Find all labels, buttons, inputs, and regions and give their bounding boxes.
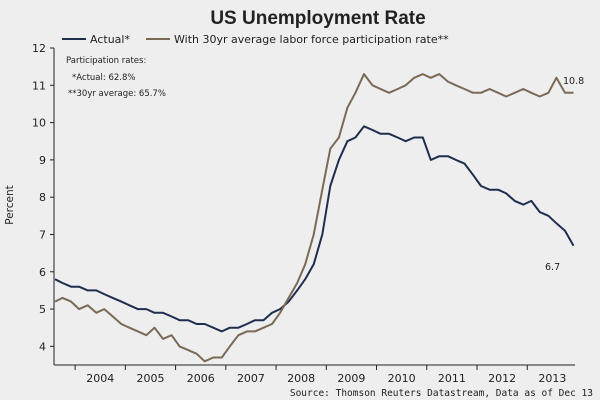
plot-axes: [50, 47, 575, 370]
y-tick-label: 9: [39, 154, 46, 167]
x-tick-label: 2005: [136, 372, 164, 385]
legend-label-actual: Actual*: [90, 33, 130, 46]
x-tick-label: 2013: [538, 372, 566, 385]
participation-note: Participation rates: *Actual: 62.8% **30…: [66, 56, 166, 99]
participation-avg: **30yr average: 65.7%: [68, 89, 166, 99]
end-label-actual: 6.7: [545, 262, 560, 273]
y-tick-label: 7: [39, 228, 46, 241]
tick-labels: 4 5 6 7 8 9 10 11 12 2004 2005 2006 2007 2008 2009 2010…: [32, 42, 566, 385]
participation-actual: *Actual: 62.8%: [72, 73, 135, 83]
y-tick-label: 8: [39, 191, 46, 204]
x-tick-label: 2004: [86, 372, 114, 385]
source-note: Source: Thomson Reuters Datastream, Data…: [290, 388, 593, 399]
x-tick-label: 2007: [237, 372, 265, 385]
x-tick-label: 2010: [388, 372, 416, 385]
series-line-actual: [54, 125, 575, 333]
y-tick-label: 4: [39, 340, 46, 353]
y-tick-label: 6: [39, 266, 46, 279]
y-tick-label: 5: [39, 303, 46, 316]
x-tick-label: 2008: [287, 372, 315, 385]
legend: Actual* With 30yr average labor force pa…: [62, 33, 449, 46]
y-tick-label: 10: [32, 117, 46, 130]
x-tick-label: 2006: [187, 372, 215, 385]
x-tick-label: 2011: [438, 372, 466, 385]
legend-label-adjusted: With 30yr average labor force participat…: [174, 33, 449, 46]
series-layer: [54, 73, 575, 363]
end-label-adjusted: 10.8: [563, 76, 584, 87]
participation-heading: Participation rates:: [66, 56, 146, 66]
chart-title: US Unemployment Rate: [210, 8, 425, 29]
x-tick-label: 2009: [337, 372, 365, 385]
y-axis-label: Percent: [4, 185, 16, 225]
series-line-adjusted: [54, 73, 574, 363]
y-tick-label: 12: [32, 42, 46, 55]
y-tick-label: 11: [32, 79, 46, 92]
x-tick-label: 2012: [488, 372, 516, 385]
